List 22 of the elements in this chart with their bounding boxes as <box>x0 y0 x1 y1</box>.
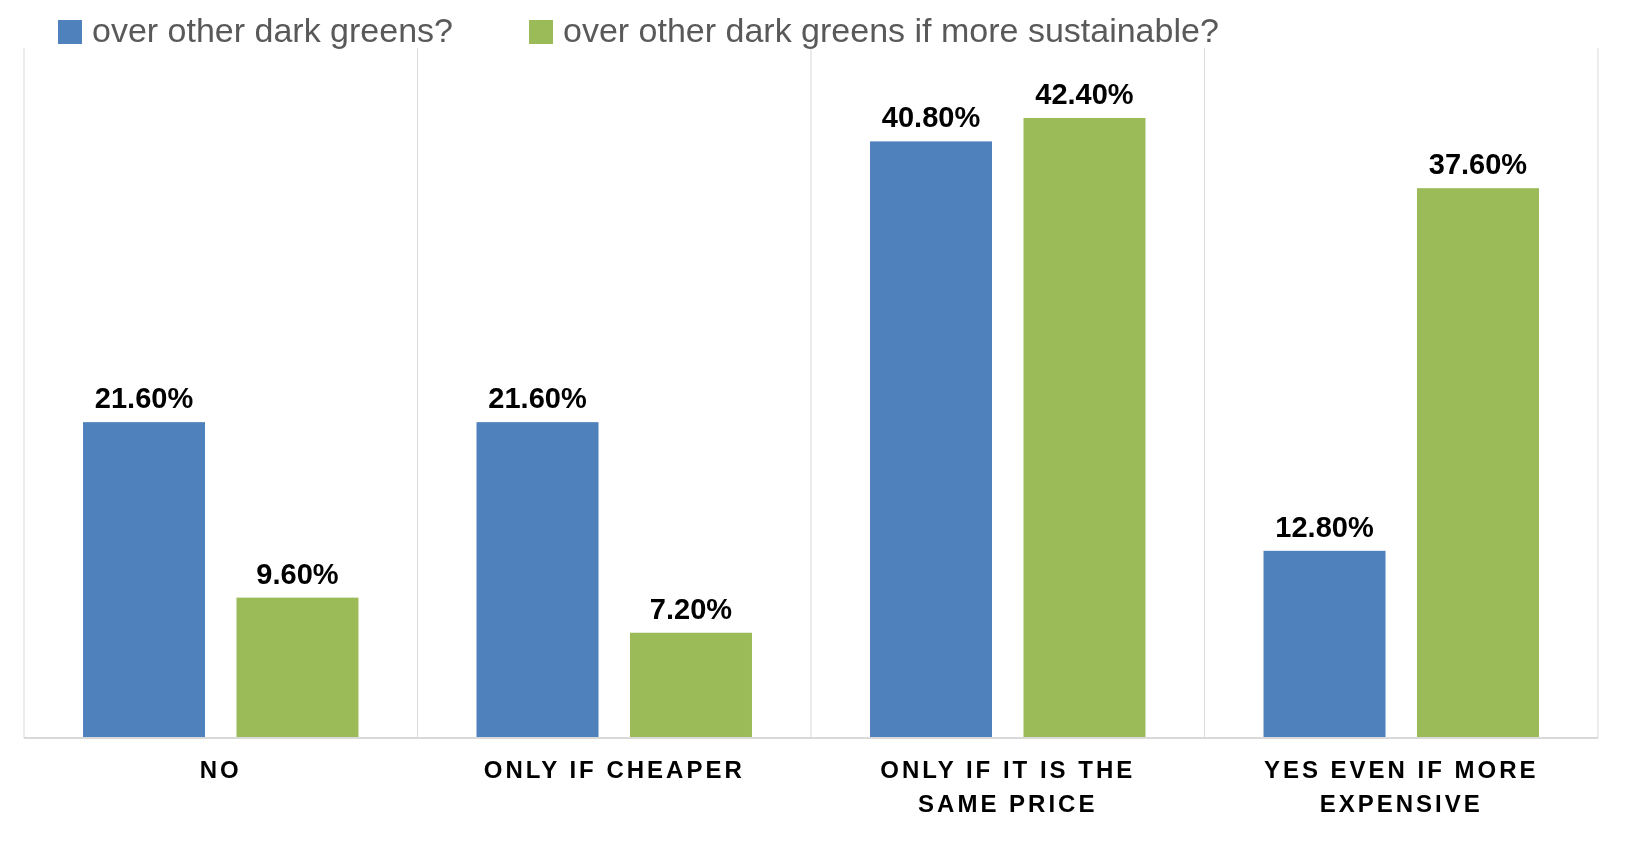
x-tick-label: ONLY IF IT IS THE SAME PRICE <box>880 756 1136 817</box>
data-label: 21.60% <box>94 382 194 415</box>
data-label: 40.80% <box>881 101 981 134</box>
bar <box>629 632 752 738</box>
x-tick-label: NO <box>199 756 242 783</box>
bar <box>1416 188 1539 738</box>
bar <box>83 422 206 738</box>
bar <box>870 141 993 738</box>
data-label: 12.80% <box>1275 510 1374 543</box>
legend-label: over other dark greens? <box>92 11 453 49</box>
x-tick-label: YES EVEN IF MORE EXPENSIVE <box>1263 756 1539 817</box>
bar <box>1263 550 1386 738</box>
bar <box>476 422 599 738</box>
bar <box>1023 118 1146 738</box>
x-tick-label: ONLY IF CHEAPER <box>483 756 745 783</box>
legend-label: over other dark greens if more sustainable? <box>563 11 1219 49</box>
bar <box>236 597 359 738</box>
data-label: 42.40% <box>1035 78 1134 110</box>
data-label: 7.20% <box>649 592 733 625</box>
data-label: 21.60% <box>488 382 587 415</box>
data-label: 9.60% <box>256 557 339 590</box>
data-label: 37.60% <box>1428 148 1528 181</box>
